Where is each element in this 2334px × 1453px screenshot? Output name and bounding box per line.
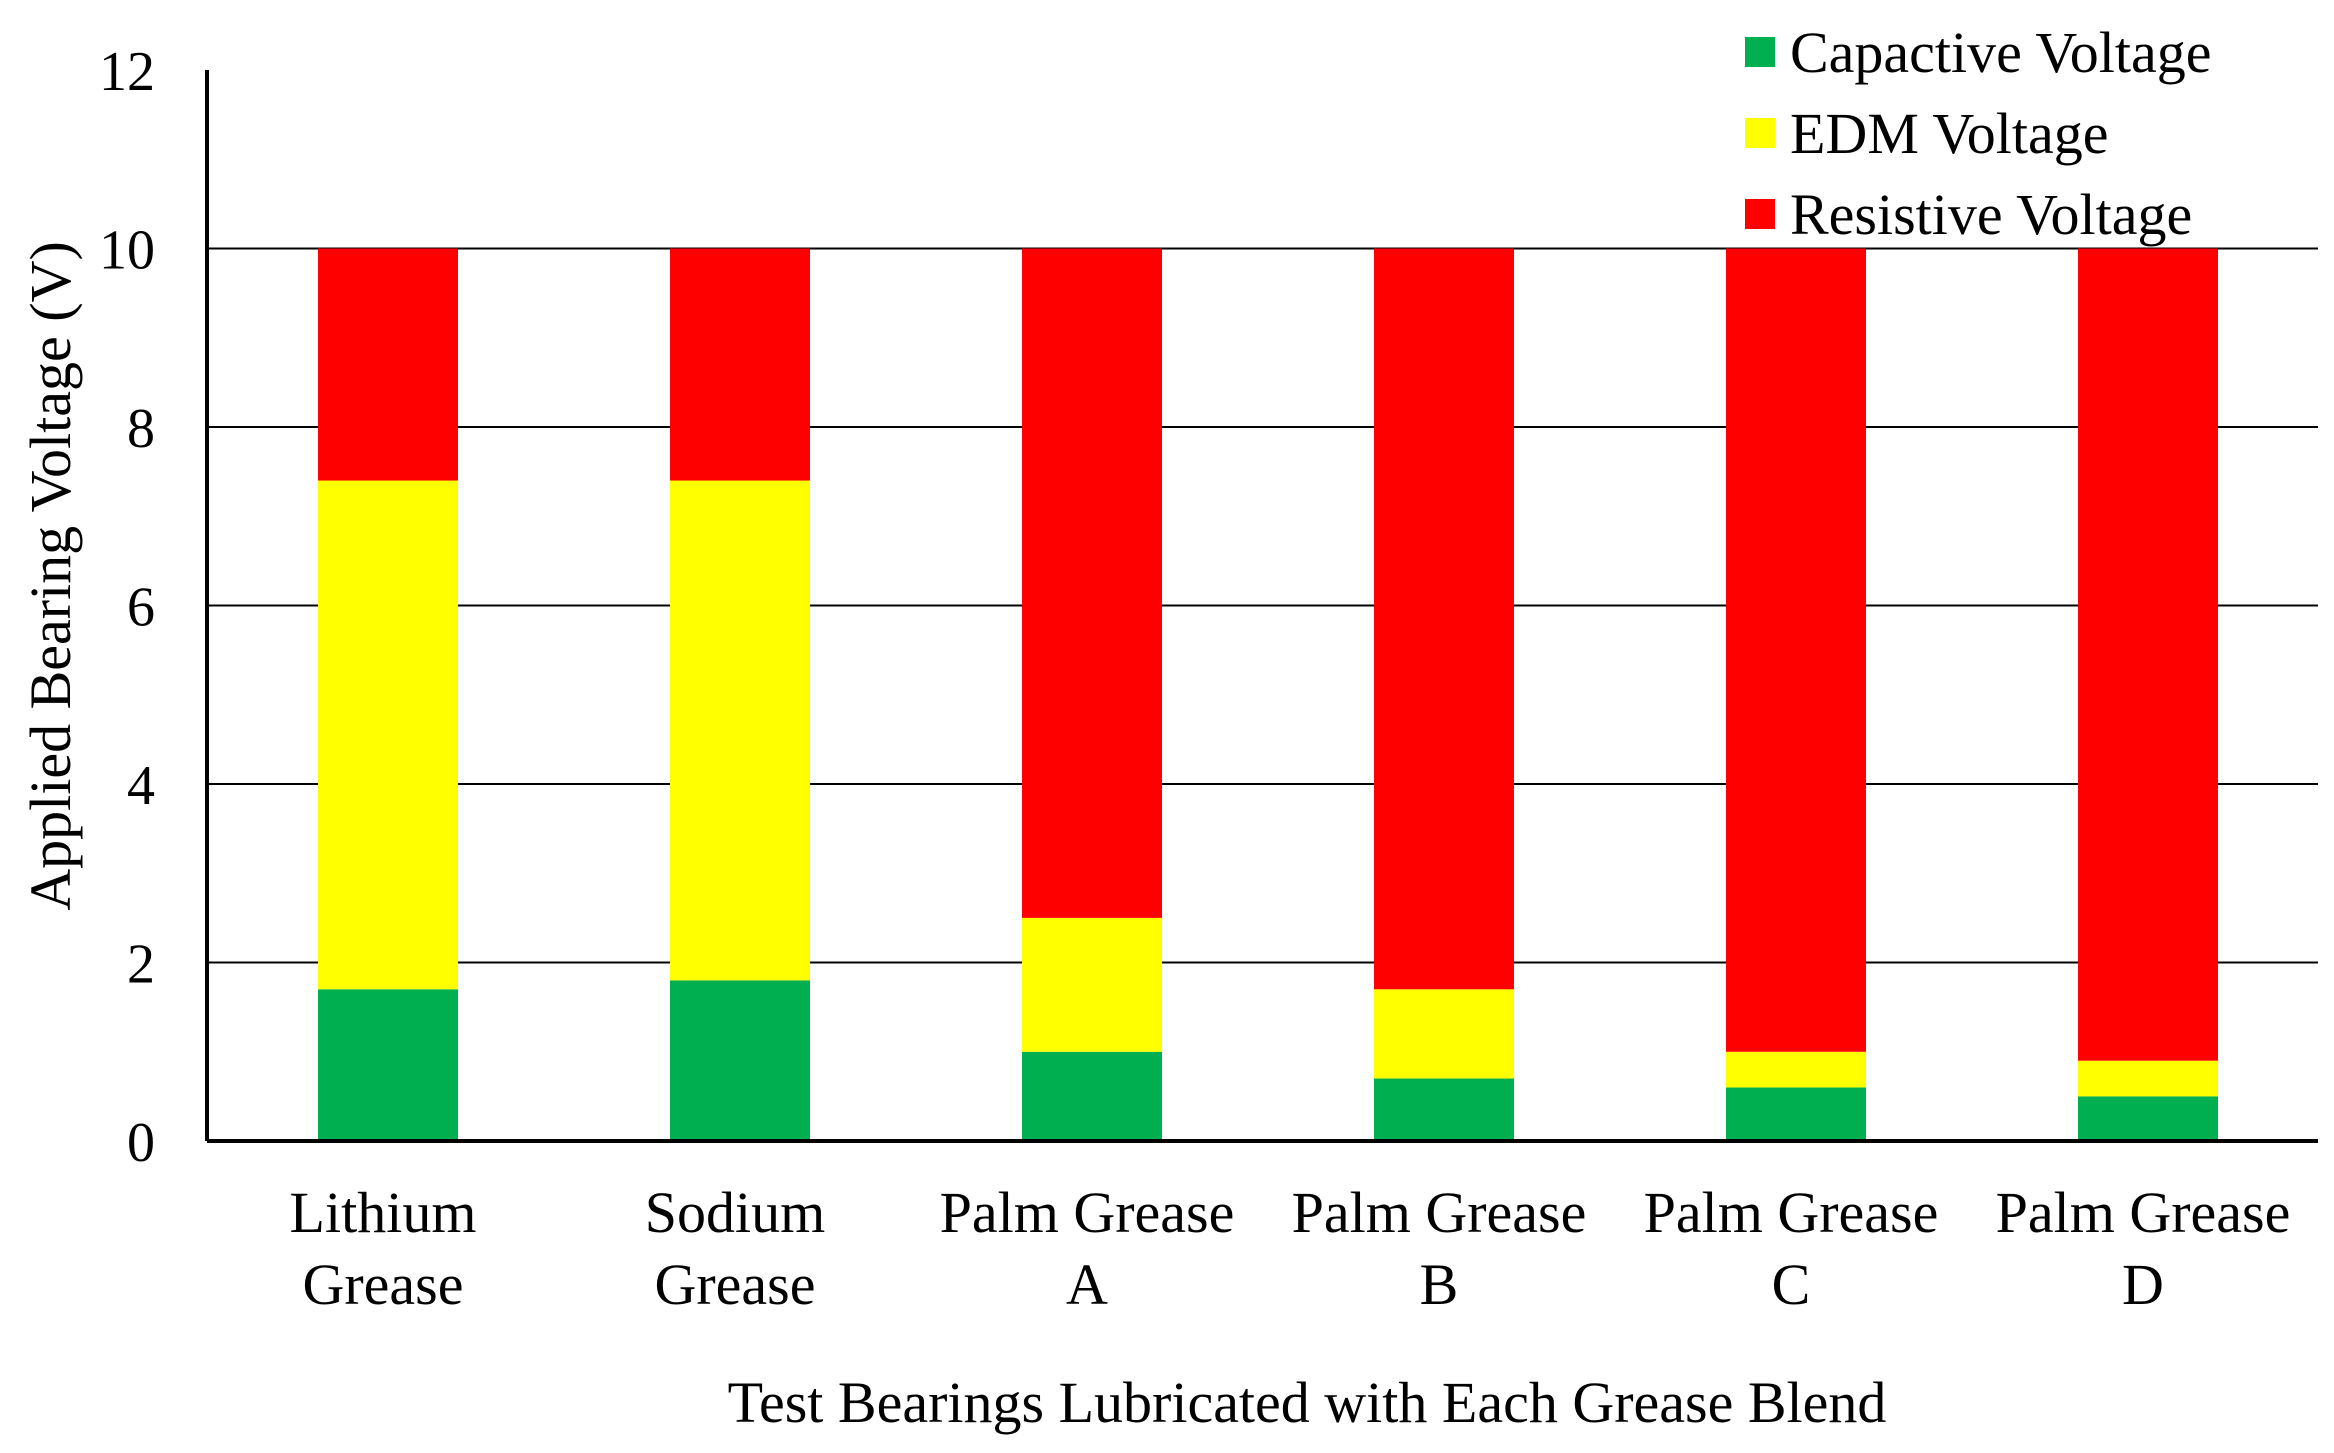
bars	[318, 248, 2218, 1141]
bar-segment-capactive-voltage	[670, 980, 810, 1141]
y-tick-labels: 0 2 4 6 8 10 12	[99, 41, 155, 1174]
legend-label: EDM Voltage	[1790, 101, 2108, 166]
x-category-label: Palm Grease	[1644, 1180, 1939, 1245]
bar-segment-resistive-voltage	[2078, 248, 2218, 1061]
x-axis-title: Test Bearings Lubricated with Each Greas…	[728, 1370, 1887, 1435]
y-axis-title: Applied Bearing Voltage (V)	[18, 241, 83, 911]
x-category-label: C	[1772, 1252, 1811, 1317]
x-category-label: A	[1066, 1252, 1108, 1317]
x-category-label: Grease	[654, 1252, 815, 1317]
x-category-label: D	[2122, 1252, 2164, 1317]
legend-swatch	[1745, 199, 1775, 229]
x-category-label: Palm Grease	[1292, 1180, 1587, 1245]
axes	[205, 70, 2318, 1143]
x-category-label: Palm Grease	[1996, 1180, 2291, 1245]
bar-segment-resistive-voltage	[670, 248, 810, 481]
bar-segment-resistive-voltage	[1726, 248, 1866, 1052]
legend-swatch	[1745, 37, 1775, 67]
y-tick-label: 6	[127, 577, 155, 639]
x-category-labels: Lithium Grease Sodium Grease Palm Grease A Pal…	[290, 1180, 2291, 1317]
bar-segment-capactive-voltage	[318, 989, 458, 1141]
x-category-label: Grease	[302, 1252, 463, 1317]
bar-segment-edm-voltage	[670, 480, 810, 981]
bar-segment-capactive-voltage	[2078, 1096, 2218, 1141]
x-category-label: B	[1420, 1252, 1459, 1317]
x-category-label: Sodium	[645, 1180, 826, 1245]
legend: Capactive Voltage EDM Voltage Resistive Vo…	[1745, 20, 2211, 247]
y-tick-label: 2	[127, 934, 155, 996]
bar-segment-edm-voltage	[318, 480, 458, 990]
bar-segment-edm-voltage	[1374, 989, 1514, 1079]
y-tick-label: 12	[99, 41, 155, 103]
y-tick-label: 0	[127, 1112, 155, 1174]
bar-segment-edm-voltage	[2078, 1060, 2218, 1097]
gridlines	[207, 247, 2318, 964]
bar-segment-resistive-voltage	[318, 248, 458, 481]
y-tick-label: 4	[127, 755, 155, 817]
bar-segment-capactive-voltage	[1022, 1051, 1162, 1141]
y-tick-label: 10	[99, 220, 155, 282]
x-category-label: Lithium	[290, 1180, 477, 1245]
x-category-label: Palm Grease	[940, 1180, 1235, 1245]
legend-label: Capactive Voltage	[1790, 20, 2211, 85]
bar-segment-resistive-voltage	[1022, 248, 1162, 918]
bar-segment-edm-voltage	[1022, 917, 1162, 1052]
bar-segment-edm-voltage	[1726, 1051, 1866, 1088]
y-tick-label: 8	[127, 398, 155, 460]
legend-swatch	[1745, 118, 1775, 148]
bar-segment-capactive-voltage	[1374, 1078, 1514, 1141]
bar-segment-resistive-voltage	[1374, 248, 1514, 990]
bar-segment-capactive-voltage	[1726, 1087, 1866, 1141]
legend-label: Resistive Voltage	[1790, 182, 2192, 247]
